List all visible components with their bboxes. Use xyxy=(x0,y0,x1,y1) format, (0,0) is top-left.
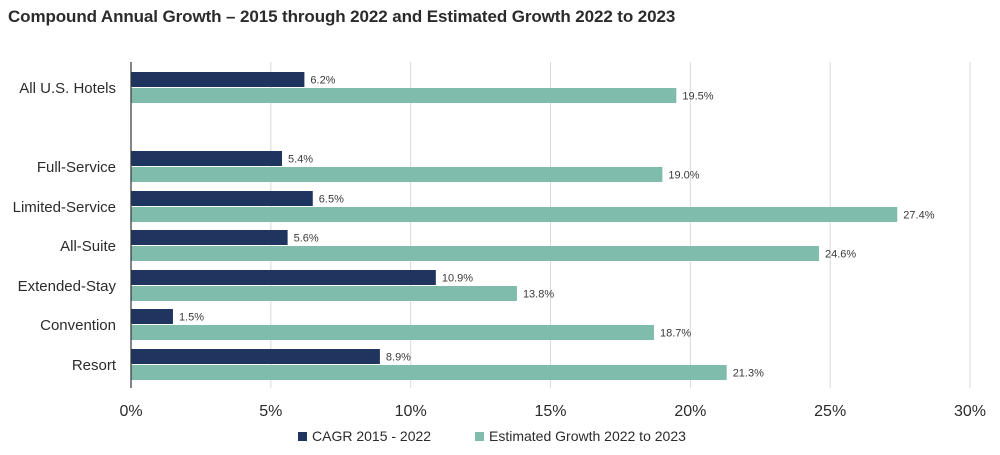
bar-all-u-s-hotels-estimated xyxy=(131,88,677,103)
data-label: 6.5% xyxy=(319,194,344,206)
category-label: Full-Service xyxy=(37,159,116,176)
x-tick-label: 25% xyxy=(814,403,846,420)
data-label: 24.6% xyxy=(825,249,856,261)
x-tick-label: 5% xyxy=(259,403,282,420)
data-label: 1.5% xyxy=(179,312,204,324)
x-tick-label: 20% xyxy=(674,403,706,420)
data-label: 6.2% xyxy=(310,75,335,87)
bar-full-service-estimated xyxy=(131,167,663,182)
data-label: 8.9% xyxy=(386,352,411,364)
bar-full-service-cagr xyxy=(131,151,283,166)
category-label: Convention xyxy=(40,317,116,334)
data-label: 27.4% xyxy=(903,210,934,222)
data-label: 5.6% xyxy=(294,233,319,245)
bar-all-suite-cagr xyxy=(131,230,288,245)
data-label: 5.4% xyxy=(288,154,313,166)
category-label: All U.S. Hotels xyxy=(19,80,116,97)
bar-all-suite-estimated xyxy=(131,246,819,261)
x-tick-label: 15% xyxy=(534,403,566,420)
bar-limited-service-estimated xyxy=(131,207,898,222)
legend-swatch xyxy=(475,432,484,441)
chart-title: Compound Annual Growth – 2015 through 20… xyxy=(8,7,676,26)
category-label: Resort xyxy=(72,357,117,374)
x-tick-label: 30% xyxy=(954,403,986,420)
data-label: 19.0% xyxy=(668,170,699,182)
bar-extended-stay-cagr xyxy=(131,270,436,285)
bar-extended-stay-estimated xyxy=(131,286,517,301)
bar-limited-service-cagr xyxy=(131,191,313,206)
legend-label: Estimated Growth 2022 to 2023 xyxy=(489,428,686,444)
data-label: 18.7% xyxy=(660,328,691,340)
bar-convention-cagr xyxy=(131,309,173,324)
x-tick-label: 10% xyxy=(395,403,427,420)
bar-resort-estimated xyxy=(131,365,727,380)
legend-label: CAGR 2015 - 2022 xyxy=(312,428,431,444)
category-label: Extended-Stay xyxy=(18,278,117,295)
bar-all-u-s-hotels-cagr xyxy=(131,72,305,87)
bar-convention-estimated xyxy=(131,325,654,340)
data-label: 13.8% xyxy=(523,289,554,301)
category-label: Limited-Service xyxy=(13,199,116,216)
data-label: 10.9% xyxy=(442,273,473,285)
data-label: 21.3% xyxy=(733,368,764,380)
data-label: 19.5% xyxy=(682,91,713,103)
category-label: All-Suite xyxy=(60,238,116,255)
x-tick-label: 0% xyxy=(119,403,142,420)
bar-resort-cagr xyxy=(131,349,380,364)
legend-swatch xyxy=(298,432,307,441)
